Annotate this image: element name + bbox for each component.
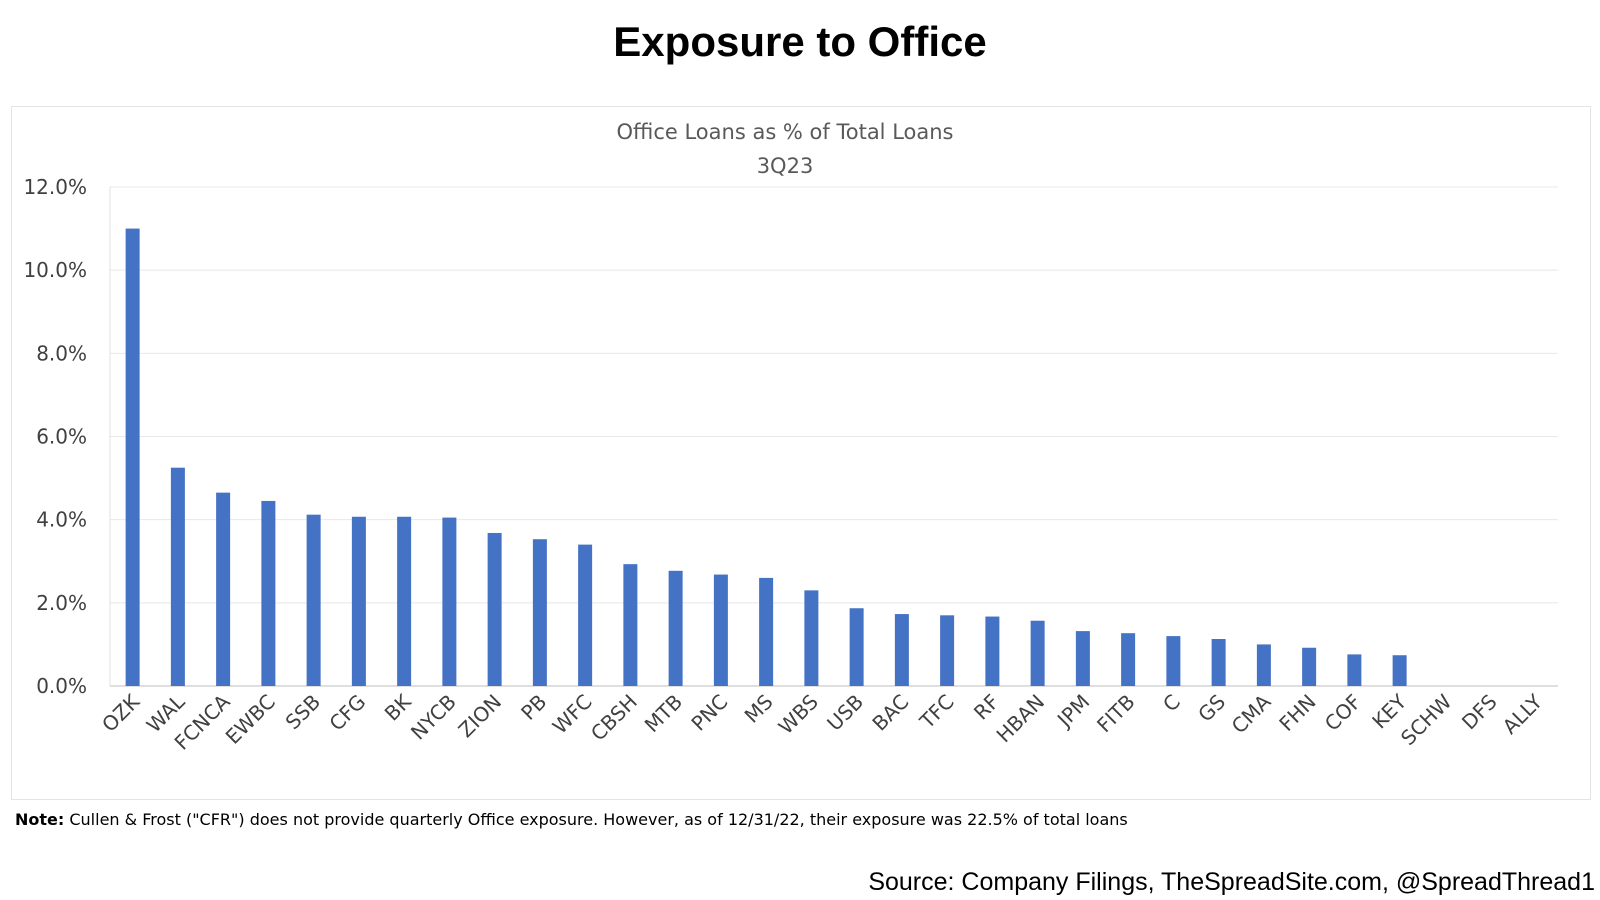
x-tick-label: ZION: [454, 690, 507, 743]
bars: [125, 228, 1407, 686]
x-tick-label: BK: [380, 689, 417, 726]
y-tick-label: 6.0%: [36, 425, 87, 449]
y-tick-label: 10.0%: [23, 258, 87, 282]
x-tick-label: EWBC: [221, 690, 280, 749]
x-tick-label: FITB: [1092, 690, 1140, 738]
bar-fcnca: [216, 492, 231, 686]
x-tick-label: NYCB: [406, 690, 461, 745]
bar-wfc: [578, 544, 593, 686]
x-tick-label: GS: [1193, 690, 1230, 727]
bar-ms: [759, 577, 774, 686]
gridlines: [109, 186, 1558, 687]
chart-subtitle: 3Q23: [757, 154, 814, 178]
chart-area: Office Loans as % of Total Loans 3Q23 0.…: [11, 106, 1591, 800]
y-tick-label: 8.0%: [36, 341, 87, 365]
x-tick-label: DFS: [1457, 690, 1502, 735]
bar-ewbc: [261, 500, 276, 686]
page-title: Exposure to Office: [613, 18, 987, 65]
x-tick-label: SSB: [281, 690, 326, 735]
x-tick-label: JPM: [1051, 690, 1094, 733]
x-tick-label: PB: [516, 690, 551, 725]
y-tick-label: 4.0%: [36, 508, 87, 532]
bar-cbsh: [623, 564, 638, 686]
bar-usb: [849, 608, 864, 686]
x-tick-label: CMA: [1227, 689, 1276, 738]
x-tick-label: C: [1158, 690, 1185, 717]
chart-title: Office Loans as % of Total Loans: [617, 120, 954, 144]
bar-fhn: [1302, 647, 1317, 686]
bar-key: [1392, 655, 1407, 686]
bar-pnc: [713, 574, 728, 686]
bar-wal: [170, 467, 185, 686]
bar-cma: [1256, 644, 1271, 686]
bar-wbs: [804, 590, 819, 686]
footnote-text: Cullen & Frost ("CFR") does not provide …: [64, 810, 1128, 829]
y-tick-label: 2.0%: [36, 591, 87, 615]
bar-fitb: [1121, 633, 1136, 686]
bar-pb: [532, 539, 547, 686]
x-tick-label: OZK: [97, 689, 145, 737]
y-axis: 0.0% 2.0% 4.0% 6.0% 8.0% 10.0% 12.0%: [23, 175, 87, 698]
bar-ssb: [306, 514, 321, 686]
y-tick-label: 12.0%: [23, 175, 87, 199]
bar-cof: [1347, 654, 1362, 686]
bar-cfg: [351, 516, 366, 686]
x-tick-label: MS: [740, 690, 778, 728]
x-tick-label: CBSH: [586, 690, 642, 746]
bar-zion: [487, 532, 502, 686]
x-tick-label: USB: [822, 690, 868, 736]
x-tick-label: HBAN: [992, 690, 1050, 748]
x-tick-label: ALLY: [1498, 689, 1548, 739]
source-credit: Source: Company Filings, TheSpreadSite.c…: [868, 868, 1595, 896]
x-tick-label: BAC: [867, 690, 913, 736]
bar-chart: Office Loans as % of Total Loans 3Q23 0.…: [23, 120, 1558, 755]
bar-bac: [894, 614, 909, 686]
x-tick-label: PNC: [686, 690, 732, 736]
x-tick-label: SCHW: [1396, 689, 1457, 750]
x-tick-label: RF: [969, 690, 1004, 725]
footnote-label: Note:: [15, 810, 65, 829]
x-tick-label: WBS: [774, 690, 823, 739]
bar-bk: [397, 516, 412, 686]
bar-mtb: [668, 570, 683, 686]
bar-jpm: [1075, 631, 1090, 686]
bar-ozk: [125, 228, 140, 686]
bar-rf: [985, 616, 1000, 686]
footnote: Note: Cullen & Frost ("CFR") does not pr…: [15, 810, 1128, 829]
bar-nycb: [442, 517, 457, 686]
x-tick-label: TFC: [914, 690, 958, 734]
x-tick-label: MTB: [640, 690, 688, 738]
y-tick-label: 0.0%: [36, 674, 87, 698]
x-tick-label: CFG: [324, 690, 370, 736]
bar-tfc: [940, 615, 955, 686]
bar-c: [1166, 636, 1181, 686]
bar-gs: [1211, 639, 1226, 686]
bar-hban: [1030, 620, 1045, 686]
x-tick-label: FHN: [1274, 690, 1320, 736]
x-tick-label: COF: [1320, 690, 1366, 736]
